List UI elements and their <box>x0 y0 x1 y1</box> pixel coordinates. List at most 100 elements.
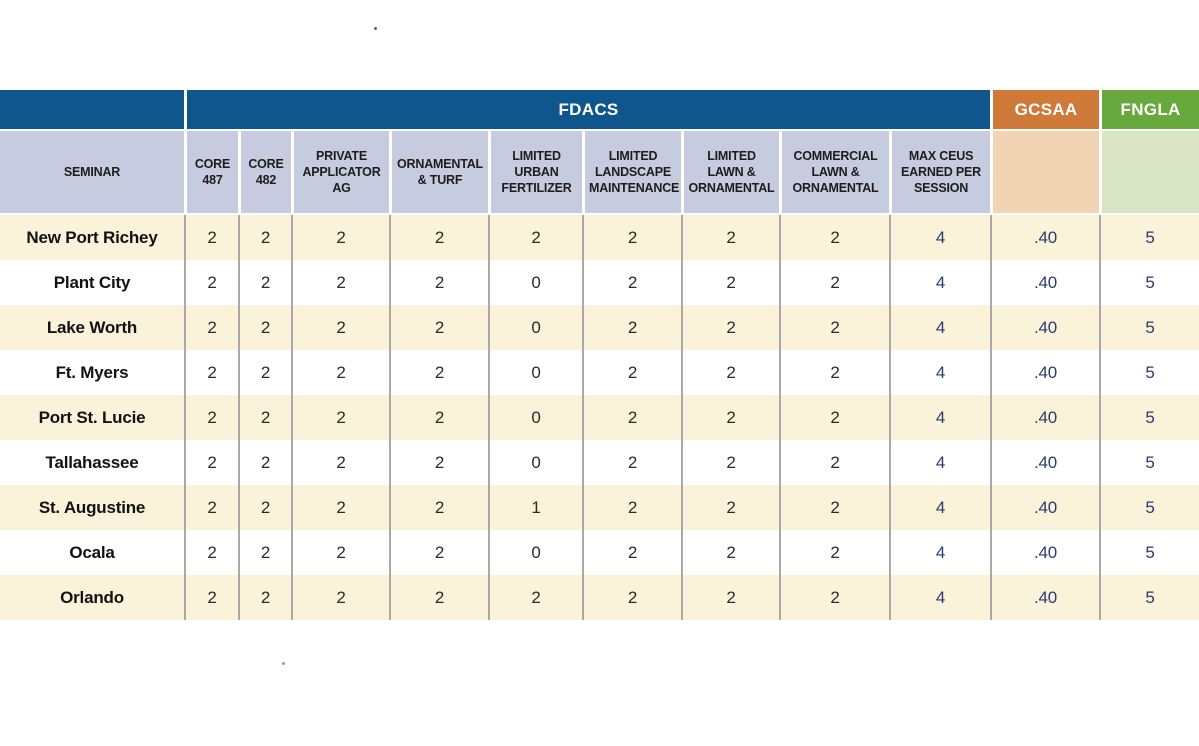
column-header-6: LIMITED LAWN & ORNAMENTAL <box>681 131 779 215</box>
column-header-5: LIMITED LANDSCAPE MAINTENANCE <box>582 131 681 215</box>
value-cell: 0 <box>488 350 582 395</box>
value-cell: 2 <box>238 350 291 395</box>
value-cell: 4 <box>889 440 990 485</box>
value-cell: 0 <box>488 440 582 485</box>
value-cell: 2 <box>582 260 681 305</box>
value-cell: 2 <box>184 395 238 440</box>
column-header-8: MAX CEUS EARNED PER SESSION <box>889 131 991 215</box>
column-header-row: SEMINAR CORE 487 CORE 482 PRIVATE APPLICAT… <box>0 131 1199 215</box>
value-cell: 2 <box>184 575 238 620</box>
value-cell: 2 <box>779 485 889 530</box>
value-cell: 2 <box>238 305 291 350</box>
value-cell: 2 <box>389 530 488 575</box>
value-cell: 2 <box>389 215 488 260</box>
value-cell: 2 <box>291 305 389 350</box>
value-cell: 4 <box>889 485 990 530</box>
value-cell: 2 <box>291 485 389 530</box>
value-cell: 2 <box>582 305 681 350</box>
value-cell: 0 <box>488 260 582 305</box>
value-cell: 2 <box>681 440 779 485</box>
value-cell: 0 <box>488 305 582 350</box>
seminar-name: New Port Richey <box>26 227 158 247</box>
value-cell: 2 <box>238 530 291 575</box>
value-cell: 5 <box>1099 440 1199 485</box>
value-cell: .40 <box>990 485 1099 530</box>
column-header-7: COMMERCIAL LAWN & ORNAMENTAL <box>779 131 889 215</box>
value-cell: 5 <box>1099 530 1199 575</box>
table-row: Plant City 2 2 2 2 0 2 2 2 4.40 5 <box>0 260 1199 305</box>
value-cell: 2 <box>238 440 291 485</box>
value-cell: 0 <box>488 530 582 575</box>
artifact-dot <box>282 662 285 665</box>
value-cell: 2 <box>582 215 681 260</box>
value-cell: 2 <box>238 575 291 620</box>
value-cell: 4 <box>889 305 990 350</box>
value-cell: 2 <box>389 395 488 440</box>
value-cell: 2 <box>291 260 389 305</box>
table-row: Tallahassee 2 2 2 2 0 2 2 2 4.40 5 <box>0 440 1199 485</box>
value-cell: 1 <box>488 485 582 530</box>
value-cell: 2 <box>779 350 889 395</box>
value-cell: 2 <box>582 530 681 575</box>
table-body: New Port Richey 2 2 2 2 2 2 2 2 4.40 5 Plant City 2 2… <box>0 215 1199 620</box>
column-header-1: CORE 482 <box>238 131 291 215</box>
table-row: New Port Richey 2 2 2 2 2 2 2 2 4.40 5 <box>0 215 1199 260</box>
value-cell: .40 <box>990 530 1099 575</box>
fdacs-group-cell: FDACS <box>184 90 991 131</box>
value-cell: 2 <box>488 575 582 620</box>
value-cell: 4 <box>889 395 990 440</box>
gcsaa-group-cell: GCSAA <box>990 90 1100 131</box>
column-header-2: PRIVATE APPLICATOR AG <box>291 131 389 215</box>
value-cell: 2 <box>681 575 779 620</box>
value-cell: 2 <box>389 350 488 395</box>
value-cell: .40 <box>990 575 1099 620</box>
seminar-group-cell <box>0 90 184 131</box>
value-cell: 2 <box>582 485 681 530</box>
value-cell: 2 <box>291 350 389 395</box>
value-cell: 2 <box>238 260 291 305</box>
value-cell: 2 <box>582 440 681 485</box>
value-cell: .40 <box>990 395 1099 440</box>
table-row: Ocala 2 2 2 2 0 2 2 2 4.40 5 <box>0 530 1199 575</box>
table-row: Orlando 2 2 2 2 2 2 2 2 4.40 5 <box>0 575 1199 620</box>
value-cell: 2 <box>184 305 238 350</box>
seminar-name: Ocala <box>69 542 115 562</box>
value-cell: 2 <box>238 485 291 530</box>
value-cell: 5 <box>1099 215 1199 260</box>
value-cell: 2 <box>291 395 389 440</box>
value-cell: 2 <box>184 440 238 485</box>
value-cell: 2 <box>291 215 389 260</box>
value-cell: 2 <box>779 260 889 305</box>
value-cell: 5 <box>1099 350 1199 395</box>
value-cell: .40 <box>990 260 1099 305</box>
seminar-name: Tallahassee <box>45 452 139 472</box>
value-cell: 2 <box>779 305 889 350</box>
table-row: Port St. Lucie 2 2 2 2 0 2 2 2 4.40 5 <box>0 395 1199 440</box>
value-cell: 4 <box>889 260 990 305</box>
value-cell: 2 <box>389 440 488 485</box>
value-cell: 2 <box>184 350 238 395</box>
seminar-name: Plant City <box>53 272 131 292</box>
seminar-name: Port St. Lucie <box>38 407 146 427</box>
value-cell: 2 <box>681 305 779 350</box>
value-cell: 4 <box>889 575 990 620</box>
value-cell: 2 <box>779 440 889 485</box>
table-row: St. Augustine 2 2 2 2 1 2 2 2 4.40 5 <box>0 485 1199 530</box>
value-cell: 2 <box>779 575 889 620</box>
value-cell: .40 <box>990 350 1099 395</box>
value-cell: 5 <box>1099 485 1199 530</box>
value-cell: 2 <box>488 215 582 260</box>
value-cell: 2 <box>184 530 238 575</box>
value-cell: 2 <box>389 485 488 530</box>
value-cell: 2 <box>681 215 779 260</box>
value-cell: 2 <box>389 305 488 350</box>
fngla-subheader-cell <box>1099 131 1199 215</box>
value-cell: 5 <box>1099 305 1199 350</box>
value-cell: 2 <box>291 530 389 575</box>
value-cell: 4 <box>889 350 990 395</box>
value-cell: 2 <box>681 350 779 395</box>
value-cell: 2 <box>582 575 681 620</box>
value-cell: 2 <box>779 395 889 440</box>
value-cell: 2 <box>681 530 779 575</box>
fngla-group-cell: FNGLA <box>1099 90 1199 131</box>
